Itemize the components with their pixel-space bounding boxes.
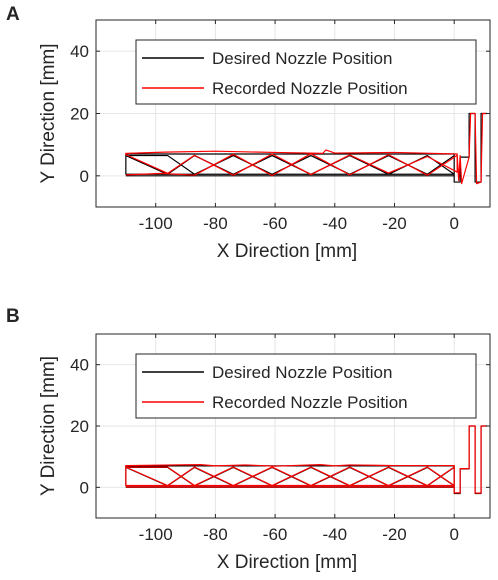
- y-tick-label: 20: [70, 105, 89, 124]
- y-tick-label: 0: [80, 478, 89, 497]
- legend-box: [135, 39, 477, 105]
- y-tick-label: 0: [80, 167, 89, 186]
- y-axis-label: Y Direction [mm]: [38, 43, 59, 183]
- x-tick-label: -80: [203, 214, 228, 233]
- panel-label-a: A: [6, 4, 20, 25]
- x-tick-label: -80: [203, 525, 228, 544]
- legend-label: Recorded Nozzle Position: [212, 79, 408, 98]
- chart-panel-b: -100 -80 -60 -40 -20 0 0 20 40 X Direction [mm] Y …: [38, 333, 491, 573]
- y-axis-label: Y Direction [mm]: [38, 356, 59, 496]
- legend-label: Recorded Nozzle Position: [212, 393, 408, 412]
- chart-panel-a: -100 -80 -60 -40 -20 0 0 20 40 X Direction [mm] Y …: [38, 19, 491, 262]
- x-tick-label: -100: [139, 525, 173, 544]
- x-axis-label: X Direction [mm]: [217, 241, 357, 262]
- legend-box: [135, 353, 477, 419]
- x-tick-label: -20: [382, 214, 407, 233]
- x-tick-label: -60: [263, 525, 288, 544]
- y-tick-label: 40: [70, 356, 89, 375]
- y-tick-label: 40: [70, 42, 89, 61]
- panel-label-b: B: [6, 306, 20, 327]
- x-tick-label: 0: [449, 214, 458, 233]
- x-tick-label: 0: [449, 525, 458, 544]
- legend-label: Desired Nozzle Position: [212, 363, 392, 382]
- series-line-recorded: [125, 425, 488, 494]
- x-tick-label: -60: [263, 214, 288, 233]
- plot-area: [125, 112, 488, 185]
- x-tick-label: -40: [322, 214, 347, 233]
- plot-area: [125, 425, 488, 495]
- x-tick-label: -100: [139, 214, 173, 233]
- y-tick-label: 20: [70, 417, 89, 436]
- series-line-recorded: [125, 112, 488, 185]
- x-tick-label: -40: [322, 525, 347, 544]
- x-axis-label: X Direction [mm]: [217, 552, 357, 573]
- legend-label: Desired Nozzle Position: [212, 49, 392, 68]
- x-tick-label: -20: [382, 525, 407, 544]
